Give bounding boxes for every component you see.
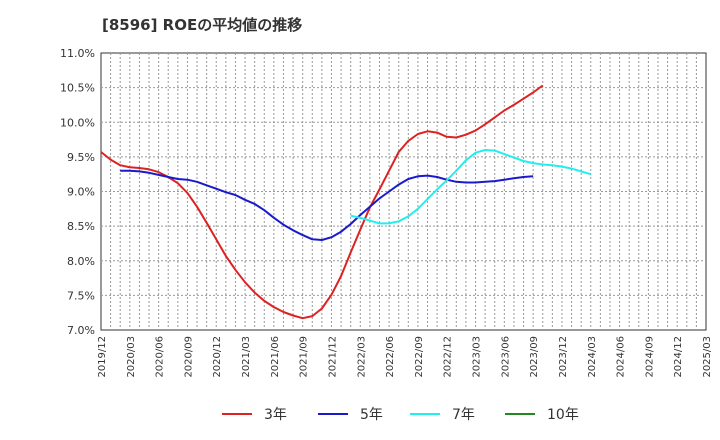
y-tick-label: 7.0%: [67, 324, 95, 337]
y-tick-label: 11.0%: [60, 47, 95, 60]
y-tick-label: 10.5%: [60, 82, 95, 95]
y-tick-label: 10.0%: [60, 116, 95, 129]
y-tick-label: 8.0%: [67, 255, 95, 268]
legend-label: 5年: [360, 407, 383, 423]
x-tick-label: 2021/12: [327, 336, 338, 378]
series-line: [350, 149, 592, 225]
y-tick-label: 9.5%: [67, 151, 95, 164]
x-tick-label: 2023/12: [558, 336, 569, 378]
chart-title: [8596] ROEの平均値の推移: [102, 16, 303, 34]
x-tick-label: 2022/12: [443, 336, 454, 378]
y-tick-label: 9.0%: [67, 186, 95, 199]
x-tick-label: 2023/06: [500, 336, 511, 378]
y-tick-label: 8.5%: [67, 220, 95, 233]
x-tick-label: 2021/06: [270, 336, 281, 378]
x-tick-label: 2020/03: [126, 336, 137, 378]
x-tick-label: 2019/12: [97, 336, 108, 378]
x-tick-label: 2021/03: [241, 336, 252, 378]
series-line: [120, 169, 534, 241]
x-tick-label: 2022/03: [356, 336, 367, 378]
x-tick-label: 2022/09: [414, 336, 425, 378]
legend-label: 7年: [452, 407, 475, 423]
x-tick-label: 2024/12: [673, 336, 684, 378]
y-axis-ticks: 7.0% 7.5% 8.0% 8.5% 9.0% 9.5% 10.0% 10.5% 11.0%: [60, 47, 95, 337]
plot-area: [100, 52, 707, 331]
x-tick-label: 2021/09: [299, 336, 310, 378]
x-tick-label: 2020/09: [183, 336, 194, 378]
x-tick-label: 2020/06: [155, 336, 166, 378]
legend-label: 10年: [547, 407, 579, 423]
legend: 3年 5年 7年 10年: [222, 407, 579, 423]
x-tick-label: 2020/12: [212, 336, 223, 378]
x-tick-label: 2025/03: [702, 336, 713, 378]
x-tick-label: 2023/03: [472, 336, 483, 378]
x-tick-label: 2024/03: [587, 336, 598, 378]
x-tick-label: 2022/06: [385, 336, 396, 378]
y-tick-label: 7.5%: [67, 289, 95, 302]
x-axis-ticks: 2019/12 2020/03 2020/06 2020/09 2020/12 2021/…: [97, 336, 713, 378]
x-tick-label: 2024/09: [644, 336, 655, 378]
grid-layer: [101, 53, 706, 330]
x-tick-label: 2024/06: [616, 336, 627, 378]
series-layer: [100, 84, 592, 320]
legend-label: 3年: [264, 407, 287, 423]
x-tick-label: 2023/09: [529, 336, 540, 378]
series-line: [100, 84, 544, 320]
